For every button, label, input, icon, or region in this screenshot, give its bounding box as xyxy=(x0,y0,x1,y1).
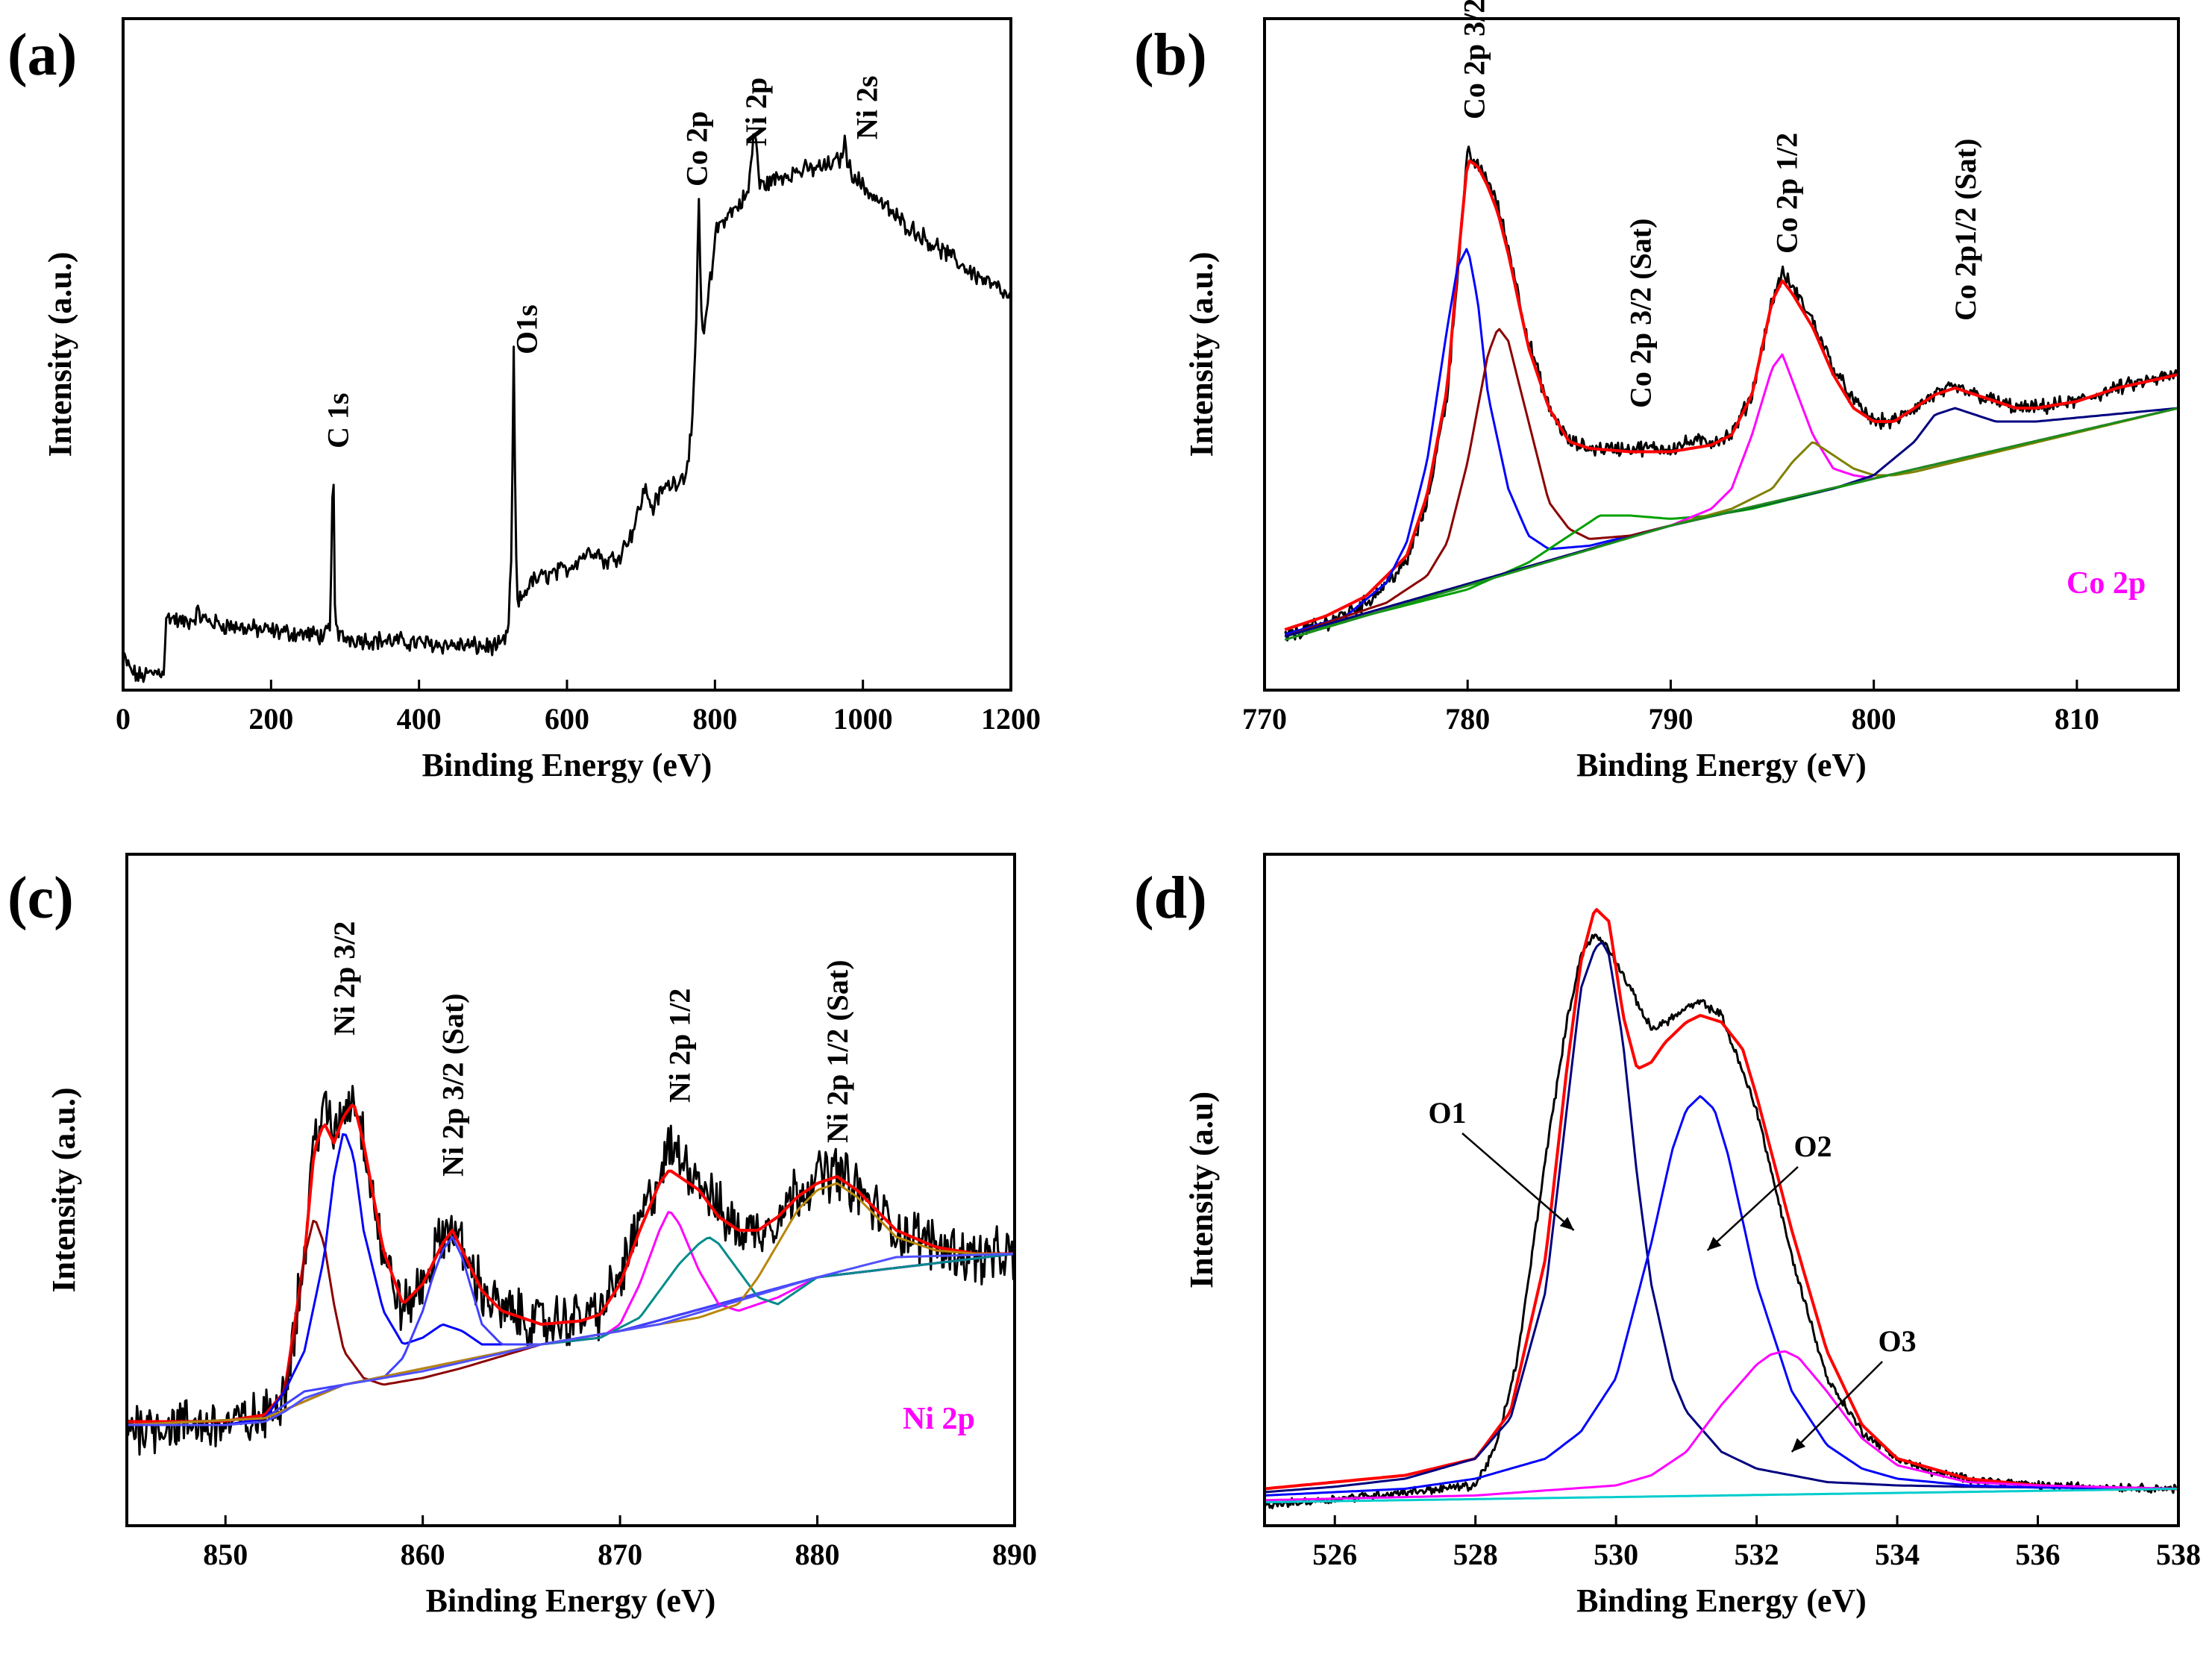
plot-frame xyxy=(1263,17,2180,692)
peak-label: Co 2p 3/2 (Sat) xyxy=(1624,219,1658,408)
annotation-arrow-line xyxy=(1790,1361,1883,1453)
peak-label: C 1s xyxy=(322,393,355,448)
x-tick-label: 1000 xyxy=(833,702,893,736)
annotation-arrow-head xyxy=(1559,1217,1574,1230)
panel-label: (a) xyxy=(7,22,77,88)
panel-label: (d) xyxy=(1134,865,1207,931)
series-background xyxy=(127,1253,1015,1426)
series-ni3-2p3-2 xyxy=(127,1133,1015,1426)
x-tick-label: 870 xyxy=(598,1538,642,1571)
x-tick-label: 400 xyxy=(397,702,442,736)
series-fit-envelope xyxy=(1284,159,2178,631)
x-axis-label: Binding Energy (eV) xyxy=(1576,747,1867,783)
x-tick-label: 890 xyxy=(992,1538,1037,1571)
x-tick-label: 770 xyxy=(1242,702,1287,736)
series-experimental xyxy=(1284,145,2178,642)
plot-area xyxy=(1284,145,2178,642)
peak-label: Ni 2p 1/2 xyxy=(662,989,696,1103)
panel-d: 526 528 530 532 534 536 538 Binding Energy (eV)… xyxy=(1134,853,2201,1619)
series-survey xyxy=(123,133,1011,683)
annotation-arrow-line xyxy=(1461,1133,1575,1231)
x-tick-label: 0 xyxy=(116,702,131,736)
peak-label: Ni 2s xyxy=(850,75,884,140)
panel-b: 770 780 790 800 810 Binding Energy (eV) Intens… xyxy=(1134,0,2180,783)
series-co2-2p3-2 xyxy=(1284,328,2178,638)
x-tick-label: 800 xyxy=(692,702,737,736)
plot-area xyxy=(127,1085,1015,1456)
peak-label: O1s xyxy=(510,304,543,354)
annotation-arrow-head xyxy=(1707,1236,1722,1250)
peak-label: Ni 2p xyxy=(739,78,773,146)
annotation-arrow-head xyxy=(1791,1438,1806,1452)
y-axis-label: Intensity (a.u.) xyxy=(42,251,78,457)
series-background xyxy=(1265,1488,2178,1503)
series-background xyxy=(1284,407,2178,641)
peak-label: Ni 2p 3/2 xyxy=(328,921,361,1036)
x-tick-label: 200 xyxy=(248,702,293,736)
x-tick-label: 538 xyxy=(2156,1538,2201,1571)
series-experimental xyxy=(1265,933,2178,1509)
peak-annotation-label: O3 xyxy=(1879,1324,1917,1358)
plot-area xyxy=(123,133,1011,683)
x-tick-label: 780 xyxy=(1445,702,1490,736)
series-fit-envelope xyxy=(127,1103,1015,1423)
x-tick-label: 534 xyxy=(1875,1538,1920,1571)
peak-label: Ni 2p 1/2 (Sat) xyxy=(821,959,854,1143)
x-tick-label: 536 xyxy=(2016,1538,2061,1571)
plot-frame xyxy=(1263,853,2180,1527)
series-o1-lattice-oxygen xyxy=(1265,942,2178,1494)
element-label: Co 2p xyxy=(2067,566,2146,601)
panel-label: (b) xyxy=(1134,22,1207,88)
y-axis-label: Intensity (a.u.) xyxy=(1183,251,1220,457)
peak-label: Co 2p xyxy=(680,111,714,187)
peak-annotation-label: O1 xyxy=(1428,1096,1466,1130)
panel-c: 850 860 870 880 890 Binding Energy (eV) Intens… xyxy=(7,853,1037,1619)
y-axis-label: Intensity (a.u.) xyxy=(46,1087,82,1292)
x-tick-label: 1200 xyxy=(981,702,1041,736)
plot-area xyxy=(1265,908,2178,1509)
x-axis-label: Binding Energy (eV) xyxy=(1576,1582,1867,1619)
peak-label: Co 2p 1/2 xyxy=(1770,133,1804,254)
panel-a: 0 200 400 600 800 1000 1200 Binding Energy (eV)… xyxy=(7,17,1041,783)
peak-label: Co 2p 3/2 xyxy=(1457,0,1491,119)
x-tick-label: 790 xyxy=(1648,702,1693,736)
x-axis-label: Binding Energy (eV) xyxy=(422,747,712,783)
x-tick-label: 530 xyxy=(1594,1538,1638,1571)
peak-label: Co 2p1/2 (Sat) xyxy=(1949,139,1982,321)
x-tick-label: 880 xyxy=(795,1538,840,1571)
annotation-arrow-line xyxy=(1706,1166,1799,1251)
series-o2-hydroxyl xyxy=(1265,1094,2178,1497)
x-tick-label: 850 xyxy=(203,1538,248,1571)
plot-frame xyxy=(125,853,1016,1527)
x-tick-label: 526 xyxy=(1312,1538,1357,1571)
peak-label: Ni 2p 3/2 (Sat) xyxy=(436,993,469,1177)
panel-label: (c) xyxy=(7,865,74,931)
x-tick-label: 810 xyxy=(2055,702,2099,736)
x-tick-label: 800 xyxy=(1852,702,1896,736)
x-tick-label: 600 xyxy=(545,702,589,736)
y-axis-label: Intensity (a.u) xyxy=(1183,1091,1220,1288)
element-label: Ni 2p xyxy=(903,1402,975,1436)
series-co3-2p3-2 xyxy=(1284,248,2178,636)
x-tick-label: 860 xyxy=(401,1538,445,1571)
x-axis-label: Binding Energy (eV) xyxy=(426,1582,716,1619)
x-tick-label: 532 xyxy=(1735,1538,1779,1571)
series-o3-adsorbed-water xyxy=(1265,1350,2178,1502)
x-tick-label: 528 xyxy=(1453,1538,1498,1571)
peak-annotation-label: O2 xyxy=(1793,1130,1832,1163)
series-fit-envelope xyxy=(1265,908,2178,1491)
